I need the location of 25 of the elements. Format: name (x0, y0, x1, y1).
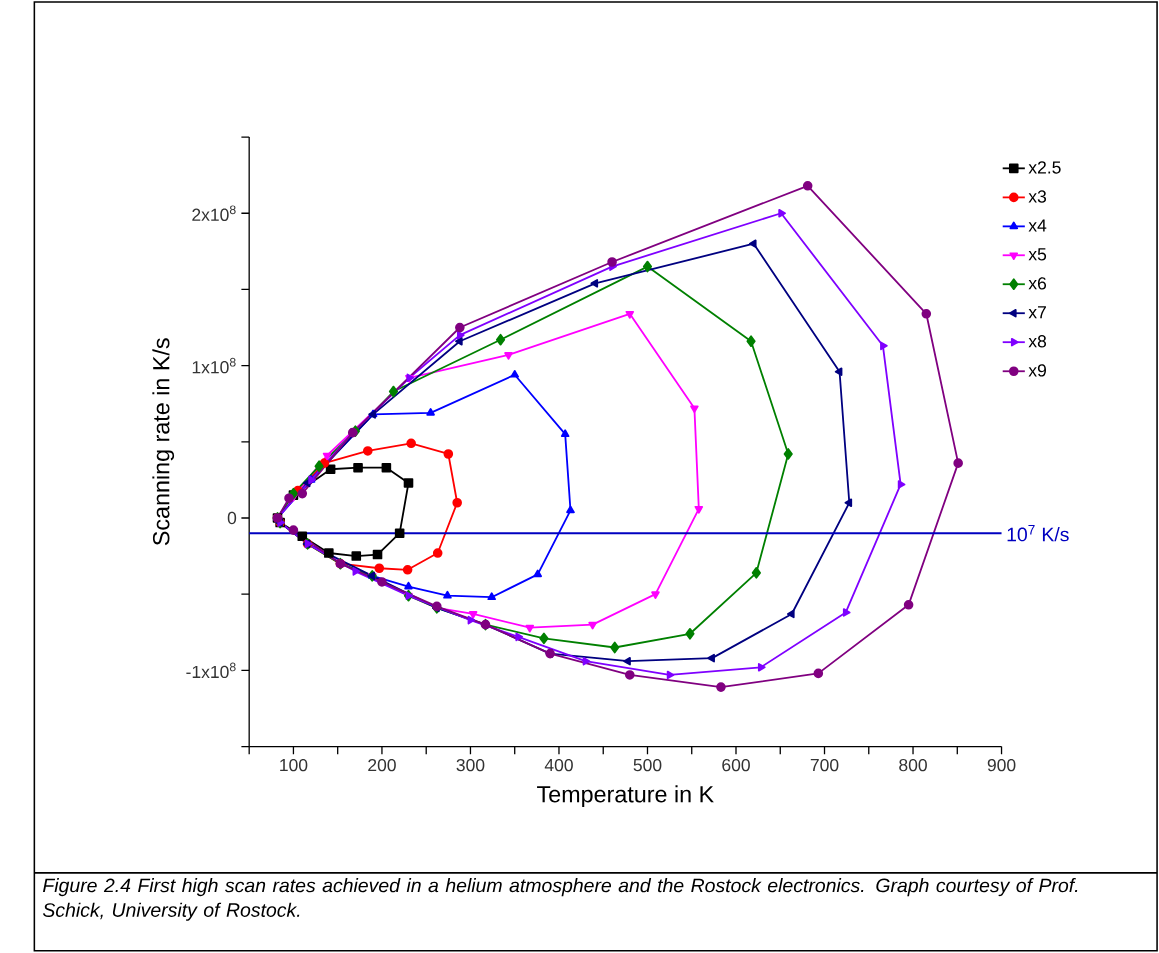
legend-label: x7 (1028, 306, 1046, 319)
legend-label: x9 (1028, 364, 1046, 377)
y-axis-title: Scanning rate in K/s (152, 338, 175, 546)
y-tick-label: 1x10$^{8}$ (192, 358, 236, 374)
legend-label: x3 (1028, 190, 1047, 203)
x-tick-label: 700 (810, 759, 839, 772)
ref-line-label: 10$^{7}$ K/s (1007, 525, 1069, 542)
x-tick-label: 400 (544, 759, 573, 772)
x-tick-label: 800 (899, 759, 927, 772)
legend-label: x8 (1028, 335, 1047, 348)
x-tick-label: 300 (456, 759, 485, 772)
legend-label: x6 (1028, 277, 1047, 290)
legend-label: x2.5 (1028, 161, 1061, 174)
legend-label: x5 (1028, 248, 1047, 261)
x-tick-label: 600 (722, 759, 750, 772)
x-tick-label: 900 (987, 759, 1016, 772)
x-tick-label: 500 (633, 759, 662, 772)
x-axis-title: Temperature in K (537, 785, 714, 808)
x-tick-label: 200 (368, 759, 396, 772)
legend-label: x4 (1028, 219, 1047, 232)
y-tick-label: 0 (227, 511, 237, 525)
caption: Figure 2.4 First high scan rates achieved in a helium atmosphere and the Rostock electronics. Graph courtesy of Prof. Schick, University of Rostock. (42, 878, 1078, 921)
y-tick-label: -1x10$^{8}$ (186, 662, 236, 679)
x-tick-label: 100 (280, 759, 308, 772)
y-tick-label: 2x10$^{8}$ (192, 205, 236, 222)
